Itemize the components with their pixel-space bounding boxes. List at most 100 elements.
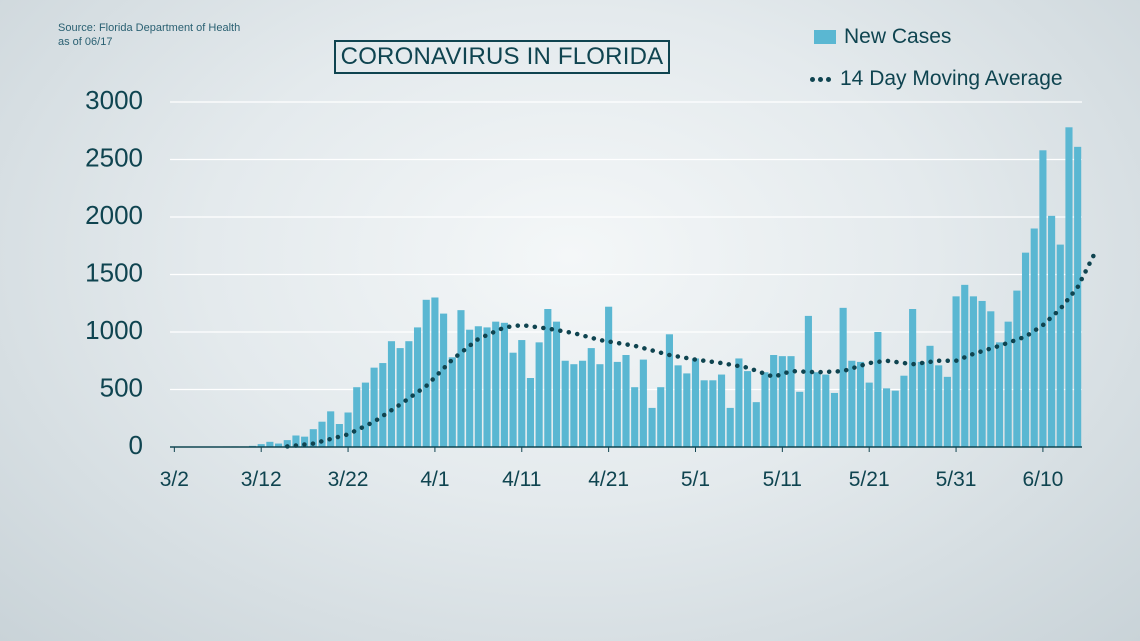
bar-new-cases — [856, 361, 865, 447]
bar-new-cases — [909, 309, 917, 447]
bar-new-cases — [735, 358, 743, 447]
chart-title: CORONAVIRUS IN FLORIDA — [334, 40, 670, 74]
bar-new-cases — [691, 358, 700, 447]
bar-new-cases — [830, 392, 839, 447]
bar-new-cases — [726, 407, 734, 447]
x-tick-label: 4/1 — [420, 468, 449, 491]
bar-new-cases — [883, 388, 891, 447]
bar-new-cases — [796, 391, 804, 447]
legend-dotted-swatch — [810, 76, 834, 82]
bar-new-cases — [744, 371, 752, 447]
bar-new-cases — [683, 373, 691, 447]
y-tick-label: 500 — [100, 372, 143, 402]
bar-new-cases — [431, 297, 439, 447]
bar-new-cases — [848, 360, 856, 447]
bar-new-cases — [257, 444, 265, 448]
bar-new-cases — [969, 296, 977, 447]
bar-new-cases — [370, 367, 378, 447]
bar-new-cases — [1039, 150, 1047, 448]
bar-new-cases — [987, 311, 995, 447]
y-axis: 0 500 1000 1500 2000 2500 3000 — [85, 85, 143, 460]
bar-new-cases — [874, 332, 882, 447]
x-tick-label: 5/21 — [849, 468, 890, 491]
bar-new-cases — [535, 342, 543, 447]
bar-new-cases — [587, 348, 595, 447]
legend-bar-swatch — [814, 30, 836, 44]
bar-series — [188, 127, 1082, 448]
bar-new-cases — [500, 322, 508, 447]
bar-new-cases — [526, 378, 535, 447]
x-tick-label: 6/10 — [1022, 468, 1063, 491]
y-tick-label: 3000 — [85, 85, 143, 115]
bar-new-cases — [474, 326, 482, 447]
bar-new-cases — [665, 334, 673, 447]
source-line: Source: Florida Department of Health — [58, 22, 241, 34]
bar-new-cases — [552, 321, 561, 447]
bar-new-cases — [413, 327, 422, 447]
x-tick-label: 5/1 — [681, 468, 710, 491]
bar-new-cases — [422, 299, 430, 447]
bar-new-cases — [631, 387, 639, 447]
bar-new-cases — [1056, 244, 1064, 447]
bar-new-cases — [900, 375, 908, 447]
bar-new-cases — [387, 341, 396, 447]
bar-new-cases — [570, 364, 578, 447]
x-tick-label: 3/12 — [241, 468, 282, 491]
bar-new-cases — [935, 365, 943, 447]
bar-new-cases — [579, 360, 587, 447]
bar-new-cases — [804, 315, 812, 447]
bar-new-cases — [605, 306, 613, 447]
bar-new-cases — [344, 412, 352, 447]
bar-new-cases — [891, 390, 899, 447]
x-tick-label: 4/11 — [502, 468, 541, 491]
legend-item-moving-average: 14 Day Moving Average — [810, 66, 1063, 92]
bar-new-cases — [1074, 146, 1082, 447]
bar-new-cases — [318, 421, 326, 447]
bar-new-cases — [309, 429, 317, 447]
bar-new-cases — [440, 313, 448, 447]
moving-average-series — [285, 250, 1098, 449]
bar-new-cases — [1021, 252, 1030, 447]
y-tick-label: 1000 — [85, 315, 143, 345]
bar-new-cases — [778, 356, 786, 447]
legend: New Cases 14 Day Moving Average — [810, 24, 1063, 108]
bar-new-cases — [466, 329, 474, 447]
bar-new-cases — [822, 374, 830, 447]
x-tick-label: 5/31 — [936, 468, 977, 491]
bar-new-cases — [544, 309, 552, 447]
bar-new-cases — [396, 348, 404, 447]
bar-new-cases — [509, 352, 517, 447]
bar-new-cases — [561, 360, 569, 447]
y-tick-label: 2000 — [85, 200, 143, 230]
bar-new-cases — [1030, 228, 1038, 447]
bar-new-cases — [813, 372, 821, 447]
legend-label-moving-average: 14 Day Moving Average — [840, 67, 1063, 90]
source-note: Source: Florida Department of Health as … — [58, 21, 240, 49]
bar-new-cases — [301, 436, 309, 447]
bar-new-cases — [483, 327, 491, 447]
bar-new-cases — [865, 382, 873, 447]
x-tick-label: 3/2 — [160, 468, 189, 491]
bar-new-cases — [1048, 215, 1056, 447]
bar-new-cases — [752, 402, 760, 447]
bar-new-cases — [787, 356, 795, 447]
bar-new-cases — [717, 374, 726, 447]
x-axis: 3/2 3/12 3/22 4/1 4/11 4/21 5/1 5/11 5/21 5/31 6/1… — [160, 446, 1082, 491]
bar-new-cases — [639, 359, 647, 447]
bar-new-cases — [457, 310, 465, 447]
bar-new-cases — [648, 407, 656, 447]
legend-label-new-cases: New Cases — [844, 25, 952, 48]
bar-new-cases — [405, 341, 413, 447]
bar-new-cases — [1004, 321, 1012, 447]
bar-new-cases — [657, 387, 665, 447]
bar-new-cases — [839, 307, 847, 447]
bar-new-cases — [995, 342, 1004, 447]
bar-new-cases — [761, 372, 769, 447]
x-tick-label: 4/21 — [588, 468, 629, 491]
bar-new-cases — [943, 376, 951, 447]
bar-new-cases — [917, 361, 925, 447]
bar-new-cases — [1013, 290, 1021, 447]
bar-new-cases — [613, 361, 621, 447]
bar-new-cases — [700, 380, 708, 447]
